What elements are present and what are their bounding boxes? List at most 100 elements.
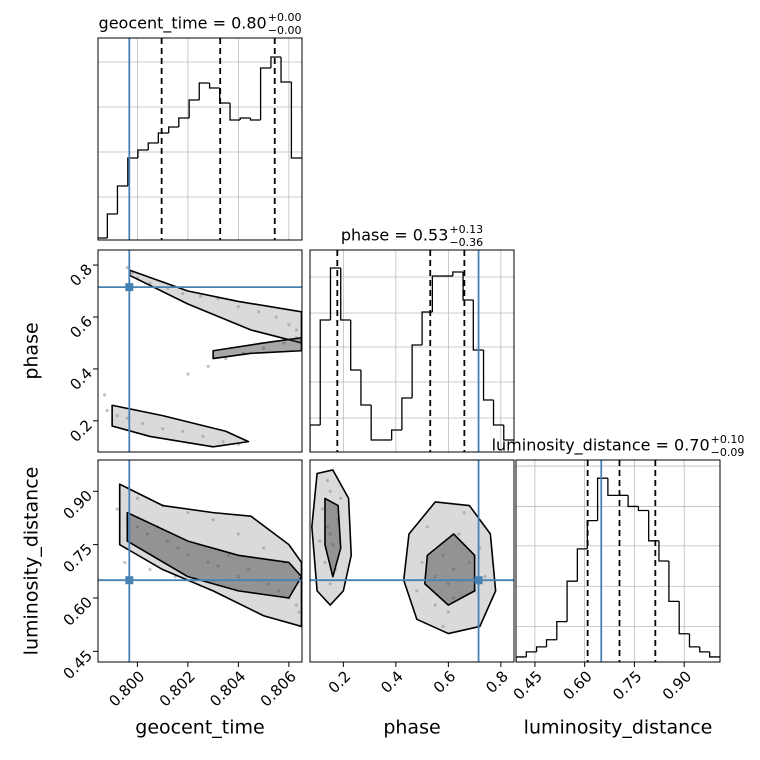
histogram-step (178, 117, 190, 127)
histogram-step (637, 506, 649, 512)
sample-point (148, 281, 152, 285)
contour (423, 533, 476, 606)
sample-point (433, 603, 437, 607)
sample-point (211, 518, 215, 522)
y-tick-label: 0.90 (60, 487, 96, 523)
title-minus: −0.36 (449, 236, 483, 249)
histogram-step (219, 88, 231, 104)
histogram-step (535, 646, 547, 652)
panel-frame (309, 459, 515, 663)
histogram-step (688, 633, 700, 648)
histogram-step (270, 56, 282, 68)
sample-point (328, 582, 332, 586)
histogram-step (401, 397, 413, 430)
histogram-step (431, 275, 443, 312)
x-tick-label: 0.2 (325, 667, 355, 697)
x-axis-label: luminosity_distance (524, 717, 713, 739)
sample-point (135, 525, 139, 529)
sample-point (446, 582, 450, 586)
y-tick-label: 0.8 (66, 260, 96, 290)
sample-point (446, 610, 450, 614)
sample-point (186, 372, 190, 376)
x-tick-label: 0.800 (105, 667, 148, 710)
y-tick-label: 0.6 (66, 312, 96, 342)
x-tick-label: 0.75 (609, 667, 645, 703)
title-plus: +0.10 (711, 433, 745, 446)
sample-point (123, 560, 127, 565)
x-axis-label: phase (383, 717, 440, 739)
sample-point (145, 532, 150, 536)
histogram-step (516, 656, 527, 662)
histogram-step (259, 67, 271, 120)
histogram-step (566, 580, 578, 622)
y-tick-label: 0.4 (66, 364, 96, 394)
x-tick-label: 0.802 (156, 667, 199, 710)
y-tick-label: 0.60 (60, 593, 96, 629)
sample-point (433, 575, 437, 579)
y-axis-label: phase (21, 322, 43, 379)
histogram-step (106, 213, 118, 238)
sample-point (452, 567, 456, 572)
histogram-step (678, 601, 690, 635)
panel-title: geocent_time = 0.80 (99, 14, 267, 34)
histogram-step (699, 646, 710, 653)
histogram-step (147, 142, 159, 150)
y-tick-label: 0.2 (66, 416, 96, 446)
sample-point (328, 489, 332, 493)
sample-point (325, 479, 330, 483)
histogram-step (98, 237, 108, 239)
histogram-step (319, 319, 331, 425)
sample-point (325, 525, 330, 529)
sample-point (166, 539, 170, 543)
x-tick-label: 0.806 (257, 667, 300, 710)
sample-point (221, 440, 225, 444)
histogram-step (229, 103, 241, 121)
contour (402, 501, 497, 635)
histogram-step (421, 311, 433, 345)
sample-point (140, 421, 145, 426)
histogram-step (576, 548, 588, 582)
histogram-step (391, 429, 402, 440)
histogram-step (586, 519, 598, 549)
sample-point (236, 532, 240, 536)
panel (310, 460, 514, 662)
sample-point (198, 294, 203, 298)
histogram-step (208, 83, 220, 89)
histogram-step (452, 271, 464, 276)
histogram-step (329, 267, 341, 320)
sample-point (161, 427, 165, 431)
histogram-step (310, 424, 321, 452)
sample-point (287, 323, 291, 327)
title-plus: +0.13 (449, 223, 483, 236)
panel-frame (309, 249, 515, 453)
sample-point (125, 416, 129, 420)
sample-point (201, 434, 205, 439)
panel-frame (97, 249, 303, 453)
panel (310, 250, 514, 452)
histogram-step (157, 132, 169, 143)
sample-point (339, 496, 343, 501)
histogram-step (658, 540, 669, 562)
title-minus: −0.09 (711, 446, 745, 459)
histogram-step (462, 272, 474, 301)
histogram-step (360, 370, 372, 406)
histogram-step (492, 400, 504, 426)
sample-point (224, 356, 228, 361)
sample-point (318, 539, 322, 543)
histogram-step (709, 651, 720, 658)
sample-point (206, 560, 210, 565)
histogram-step (545, 639, 557, 647)
sample-point (246, 567, 251, 572)
panel-title: luminosity_distance = 0.70 (492, 436, 710, 456)
sample-point (331, 543, 335, 547)
sample-point (267, 582, 271, 586)
sample-point (425, 525, 429, 529)
x-tick-label: 0.804 (206, 667, 249, 710)
sample-point (328, 532, 332, 536)
panel (98, 250, 302, 452)
sample-point (441, 553, 445, 557)
sample-point (320, 507, 324, 511)
histogram-step (370, 405, 382, 441)
sample-point (115, 414, 119, 418)
